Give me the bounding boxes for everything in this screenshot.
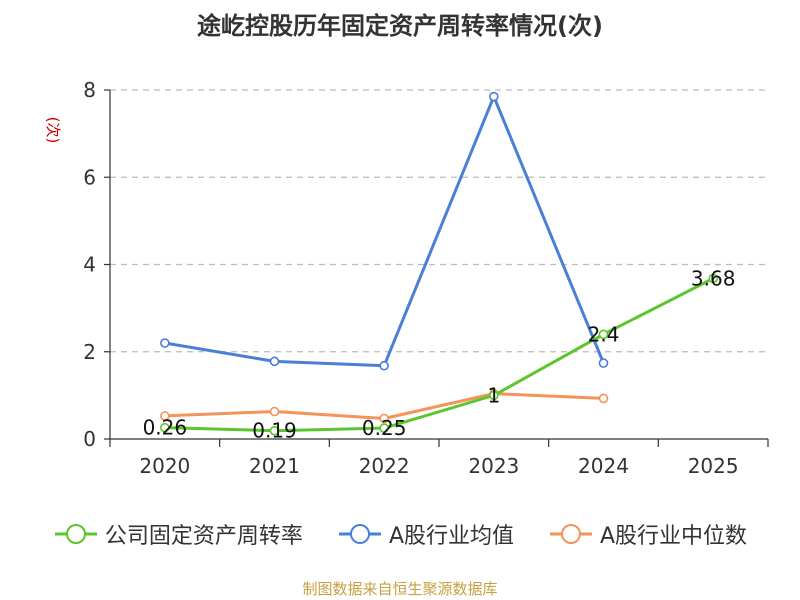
source-note: 制图数据来自恒生聚源数据库 xyxy=(302,580,498,598)
legend-marker xyxy=(65,524,86,544)
axes: 0 2 4 6 8 2020 2021 2022 2023 2024 2025 xyxy=(83,78,769,478)
gridlines xyxy=(110,89,768,353)
x-tick-label: 2023 xyxy=(468,454,519,478)
x-tick-label: 2022 xyxy=(359,454,410,478)
series-group xyxy=(160,273,718,436)
legend-label: A股行业中位数 xyxy=(600,524,748,549)
legend-item[interactable]: A股行业均值 xyxy=(337,518,514,550)
legend-label: 公司固定资产周转率 xyxy=(104,524,303,549)
data-label: 0.26 xyxy=(143,416,188,440)
series-group xyxy=(160,91,609,371)
legend-swatch xyxy=(54,524,97,544)
series-line xyxy=(164,95,605,368)
data-label: 2.4 xyxy=(588,322,620,346)
data-point xyxy=(379,360,389,371)
x-tick-label: 2020 xyxy=(139,454,190,478)
data-label: 3.68 xyxy=(691,266,736,290)
data-label: 1 xyxy=(487,383,500,407)
series-line xyxy=(164,277,714,433)
data-point xyxy=(160,338,170,348)
x-tick-label: 2021 xyxy=(249,454,300,478)
data-point xyxy=(269,356,280,367)
data-label: 0.19 xyxy=(252,419,297,443)
x-tick-label: 2024 xyxy=(578,454,629,478)
y-tick-label: 8 xyxy=(83,78,96,102)
data-point xyxy=(379,423,389,433)
legend-marker xyxy=(561,524,581,544)
data-point xyxy=(160,422,170,433)
x-tick-label: 2025 xyxy=(688,454,739,478)
data-point xyxy=(489,390,499,401)
data-point xyxy=(160,411,170,421)
y-tick-label: 6 xyxy=(83,165,96,189)
data-point xyxy=(379,413,389,424)
data-point xyxy=(489,91,499,102)
data-point xyxy=(269,425,280,436)
data-point xyxy=(598,329,609,340)
legend: 公司固定资产周转率 A股行业均值 A股行业中位数 xyxy=(0,518,800,550)
data-point xyxy=(269,406,280,417)
y-tick-label: 2 xyxy=(83,340,96,364)
data-point xyxy=(598,358,609,368)
y-tick-label: 4 xyxy=(83,253,96,277)
data-labels: 0.26 0.19 0.25 1 2.4 3.68 xyxy=(143,266,736,442)
legend-item[interactable]: 公司固定资产周转率 xyxy=(53,518,303,550)
data-label: 0.25 xyxy=(362,416,407,440)
legend-swatch xyxy=(338,524,381,544)
legend-item[interactable]: A股行业中位数 xyxy=(548,518,747,550)
data-point xyxy=(598,393,609,404)
legend-marker xyxy=(349,524,370,544)
y-axis-label: (次) xyxy=(44,117,62,144)
legend-swatch xyxy=(550,524,592,544)
series xyxy=(160,91,718,436)
legend-label: A股行业均值 xyxy=(388,524,514,549)
chart-title: 途屹控股历年固定资产周转率情况(次) xyxy=(197,12,603,40)
data-point xyxy=(708,273,718,284)
y-tick-label: 0 xyxy=(83,427,96,451)
